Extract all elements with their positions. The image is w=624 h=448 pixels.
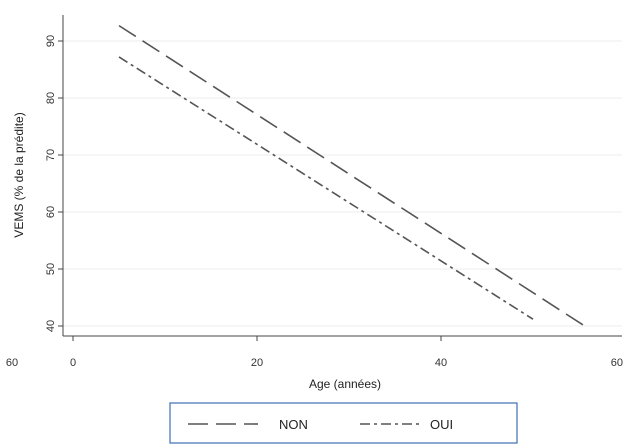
x-ticks: 0 20 40 60 <box>70 336 623 369</box>
x-tick-label: 20 <box>251 357 263 369</box>
x-tick-label: 60 <box>611 357 623 369</box>
series-line-non <box>118 24 589 329</box>
y-axis-title: VEMS (% de la prédite) <box>12 112 26 237</box>
y-tick-label: 70 <box>45 149 57 161</box>
x-tick-label: 40 <box>435 357 447 369</box>
y-tick-label: 60 <box>45 206 57 218</box>
grid-lines <box>63 40 622 327</box>
axes <box>62 15 622 337</box>
legend-label-oui: OUI <box>430 417 453 432</box>
x-axis-title: Age (années) <box>309 377 381 391</box>
y-tick-label: 80 <box>45 92 57 104</box>
legend-label-non: NON <box>279 417 308 432</box>
series-line-oui <box>118 56 534 320</box>
legend-items: NON OUI <box>188 417 453 432</box>
y-tick-label: 40 <box>45 320 57 332</box>
x-tick-label: 0 <box>70 357 76 369</box>
series-layer <box>118 24 589 329</box>
y-tick-label: 50 <box>45 263 57 275</box>
y-ticks: 40 50 60 70 80 90 <box>45 35 63 332</box>
legend: NON OUI <box>169 402 518 444</box>
y-tick-label: 90 <box>45 35 57 47</box>
legend-box <box>169 402 518 444</box>
left-edge-tick-label: 60 <box>6 357 18 369</box>
